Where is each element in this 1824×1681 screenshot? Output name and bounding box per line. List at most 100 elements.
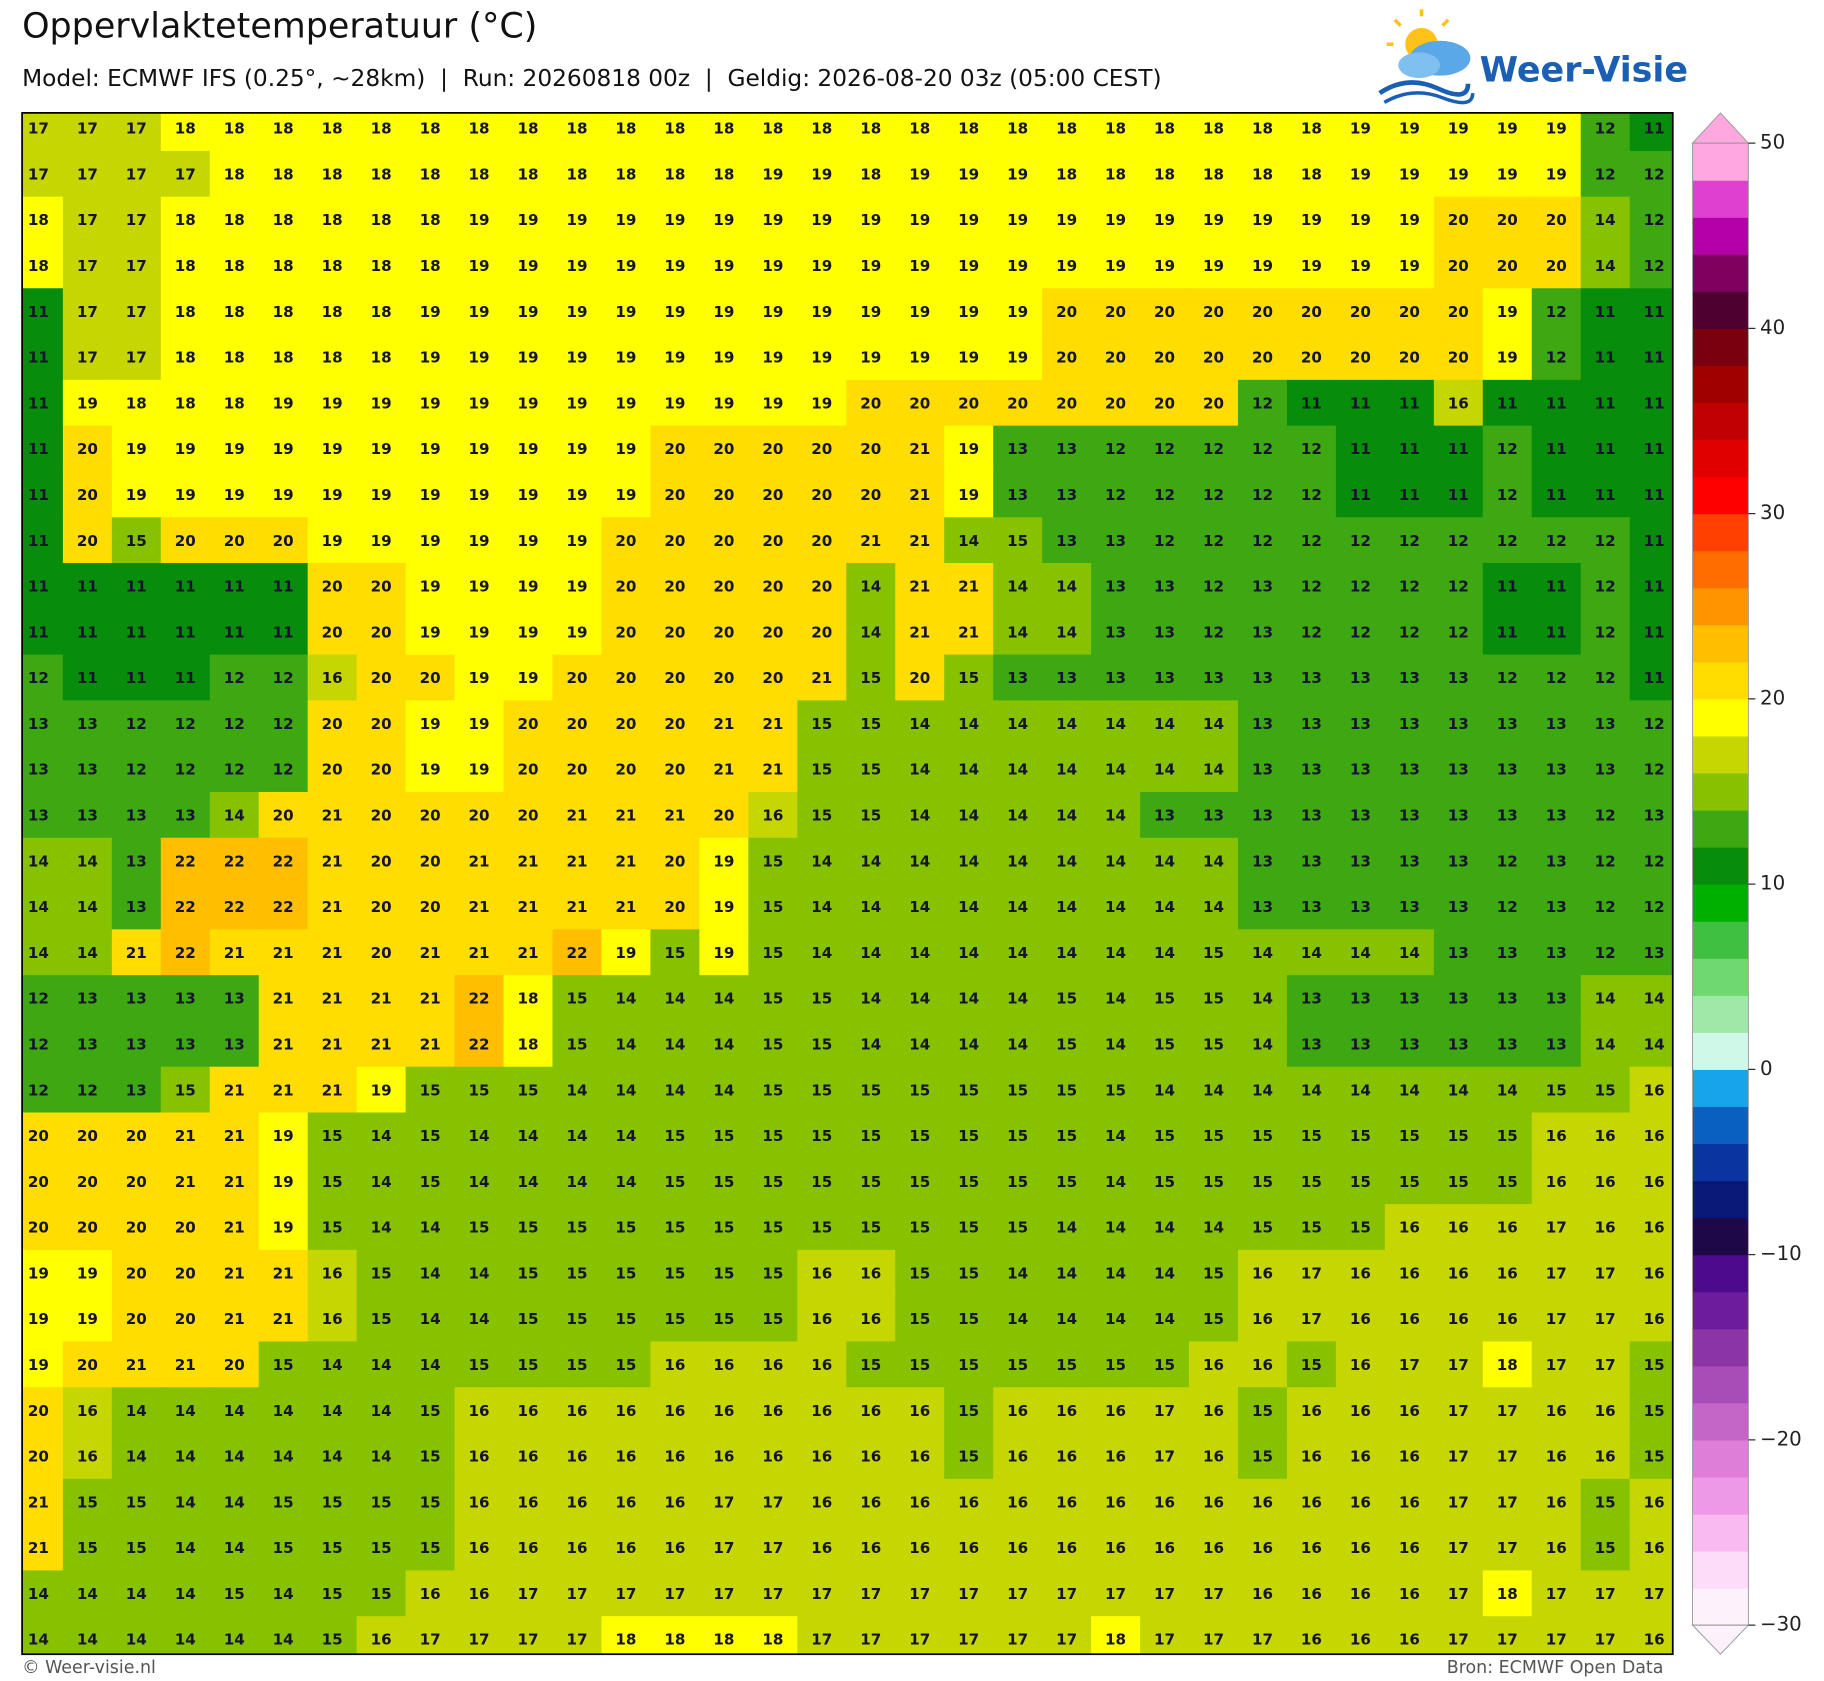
temperature-cell xyxy=(62,746,113,793)
temperature-cell xyxy=(503,1341,554,1388)
temperature-cell xyxy=(356,1020,407,1068)
temperature-label: 14 xyxy=(322,1356,343,1374)
temperature-label: 20 xyxy=(273,807,294,825)
temperature-cell xyxy=(944,334,994,381)
temperature-label: 19 xyxy=(518,394,539,412)
temperature-label: 13 xyxy=(126,807,147,825)
temperature-label: 15 xyxy=(909,1264,930,1282)
temperature-cell xyxy=(993,1295,1043,1343)
temperature-cell xyxy=(1629,1433,1673,1480)
temperature-cell xyxy=(1286,471,1337,518)
temperature-label: 15 xyxy=(958,1127,979,1145)
temperature-label: 15 xyxy=(615,1356,636,1374)
temperature-label: 20 xyxy=(762,578,783,596)
temperature-label: 19 xyxy=(420,761,441,779)
temperature-cell xyxy=(552,700,603,747)
temperature-label: 12 xyxy=(1497,852,1518,870)
temperature-cell xyxy=(1237,1341,1288,1388)
temperature-cell xyxy=(503,1433,554,1480)
temperature-label: 14 xyxy=(1105,898,1126,916)
temperature-label: 19 xyxy=(566,349,587,367)
temperature-cell xyxy=(1286,1066,1337,1114)
temperature-cell xyxy=(1335,746,1386,793)
temperature-cell xyxy=(1433,242,1484,289)
temperature-label: 21 xyxy=(909,623,930,641)
temperature-cell xyxy=(1629,112,1673,152)
temperature-cell xyxy=(356,1524,407,1572)
temperature-cell xyxy=(209,517,260,564)
temperature-cell xyxy=(405,112,456,152)
temperature-label: 21 xyxy=(615,852,636,870)
temperature-cell xyxy=(1237,112,1288,152)
temperature-label: 14 xyxy=(860,990,881,1008)
temperature-cell xyxy=(1189,1387,1239,1434)
temperature-cell xyxy=(405,1387,456,1434)
temperature-cell xyxy=(307,112,358,152)
temperature-cell xyxy=(748,1204,799,1251)
temperature-cell xyxy=(22,288,64,335)
temperature-cell xyxy=(503,1295,554,1343)
temperature-cell xyxy=(1140,1158,1190,1205)
temperature-label: 15 xyxy=(615,1310,636,1328)
temperature-cell xyxy=(944,1341,994,1388)
temperature-label: 21 xyxy=(909,532,930,550)
temperature-label: 19 xyxy=(958,257,979,275)
temperature-cell xyxy=(1531,196,1582,244)
temperature-cell xyxy=(1580,1249,1631,1297)
temperature-cell xyxy=(1189,1341,1239,1388)
temperature-label: 12 xyxy=(1399,623,1420,641)
temperature-label: 16 xyxy=(713,1402,734,1420)
temperature-cell xyxy=(895,425,945,473)
temperature-cell xyxy=(993,1158,1043,1205)
temperature-cell xyxy=(454,425,505,473)
temperature-cell xyxy=(895,1112,945,1159)
temperature-cell xyxy=(552,837,603,885)
temperature-cell xyxy=(1531,334,1582,381)
temperature-label: 15 xyxy=(566,1264,587,1282)
temperature-cell xyxy=(1384,379,1435,427)
temperature-cell xyxy=(1237,929,1288,976)
temperature-label: 19 xyxy=(811,303,832,321)
temperature-cell xyxy=(895,1020,945,1068)
temperature-label: 13 xyxy=(1448,715,1469,733)
temperature-cell xyxy=(160,196,211,244)
temperature-cell xyxy=(62,791,113,839)
temperature-label: 13 xyxy=(1350,761,1371,779)
temperature-label: 18 xyxy=(175,211,196,229)
temperature-cell xyxy=(1042,425,1092,473)
temperature-cell xyxy=(846,746,896,793)
temperature-label: 16 xyxy=(371,1631,392,1649)
temperature-cell xyxy=(1335,1066,1386,1114)
temperature-label: 20 xyxy=(224,532,245,550)
temperature-label: 15 xyxy=(322,1585,343,1603)
temperature-cell xyxy=(1140,700,1190,747)
temperature-cell xyxy=(454,883,505,931)
temperature-label: 19 xyxy=(713,394,734,412)
temperature-label: 20 xyxy=(322,715,343,733)
temperature-cell xyxy=(258,1066,309,1114)
temperature-cell xyxy=(1629,1570,1673,1617)
temperature-label: 12 xyxy=(1350,623,1371,641)
temperature-cell xyxy=(797,517,847,564)
temperature-cell xyxy=(1042,1066,1092,1114)
temperature-cell xyxy=(258,1478,309,1526)
temperature-cell xyxy=(1531,1478,1582,1526)
temperature-cell xyxy=(1384,196,1435,244)
temperature-label: 16 xyxy=(762,1402,783,1420)
temperature-label: 20 xyxy=(1399,303,1420,321)
temperature-cell xyxy=(454,1341,505,1388)
temperature-label: 13 xyxy=(1399,669,1420,687)
temperature-cell xyxy=(601,471,652,518)
temperature-cell xyxy=(699,1524,750,1572)
temperature-cell xyxy=(258,242,309,289)
temperature-label: 14 xyxy=(371,1402,392,1420)
temperature-label: 16 xyxy=(1301,1402,1322,1420)
colorbar-band xyxy=(1692,550,1749,589)
temperature-cell xyxy=(62,608,113,656)
temperature-cell xyxy=(1237,1295,1288,1343)
temperature-cell xyxy=(503,471,554,518)
temperature-cell xyxy=(209,883,260,931)
temperature-label: 16 xyxy=(518,1448,539,1466)
temperature-cell xyxy=(258,379,309,427)
temperature-cell xyxy=(1042,242,1092,289)
